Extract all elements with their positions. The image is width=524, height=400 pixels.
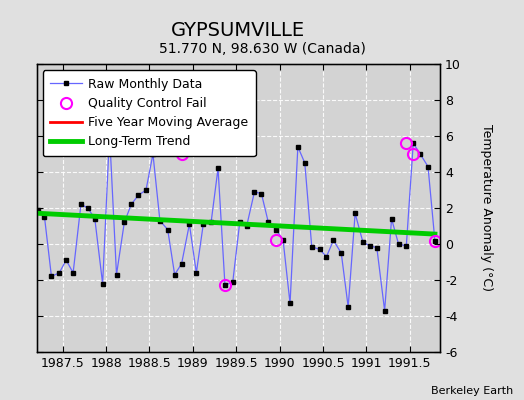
Raw Monthly Data [20, 160, 26, 166]
Quality Control Fail [222, 283, 228, 288]
Raw Monthly Data [417, 152, 423, 156]
Raw Monthly Data [106, 132, 113, 136]
Quality Control Fail [410, 152, 417, 156]
Raw Monthly Data [302, 160, 308, 166]
Quality Control Fail [403, 141, 409, 146]
Y-axis label: Temperature Anomaly (°C): Temperature Anomaly (°C) [481, 124, 493, 292]
Raw Monthly Data [128, 202, 134, 207]
Raw Monthly Data [381, 308, 388, 313]
Raw Monthly Data [432, 239, 438, 244]
Text: 51.770 N, 98.630 W (Canada): 51.770 N, 98.630 W (Canada) [159, 42, 365, 56]
Legend: Raw Monthly Data, Quality Control Fail, Five Year Moving Average, Long-Term Tren: Raw Monthly Data, Quality Control Fail, … [43, 70, 256, 156]
Raw Monthly Data [330, 238, 336, 243]
Line: Quality Control Fail: Quality Control Fail [17, 138, 441, 291]
Text: Berkeley Earth: Berkeley Earth [431, 386, 514, 396]
Quality Control Fail [20, 160, 26, 166]
Raw Monthly Data [374, 245, 380, 250]
Title: GYPSUMVILLE: GYPSUMVILLE [171, 21, 305, 40]
Quality Control Fail [273, 238, 279, 243]
Quality Control Fail [179, 152, 185, 156]
Raw Monthly Data [121, 220, 127, 225]
Line: Raw Monthly Data: Raw Monthly Data [21, 132, 437, 313]
Quality Control Fail [432, 239, 438, 244]
